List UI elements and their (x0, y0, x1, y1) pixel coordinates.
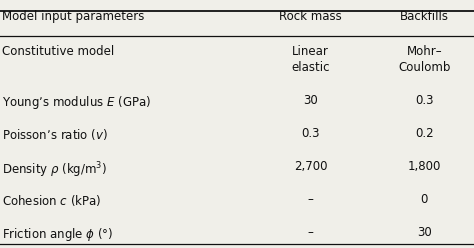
Text: 0.3: 0.3 (415, 94, 434, 107)
Text: Model input parameters: Model input parameters (2, 10, 145, 23)
Text: Poisson’s ratio ($\it{v}$): Poisson’s ratio ($\it{v}$) (2, 127, 109, 142)
Text: 0.3: 0.3 (301, 127, 320, 140)
Text: Mohr–
Coulomb: Mohr– Coulomb (398, 45, 450, 74)
Text: Constitutive model: Constitutive model (2, 45, 115, 58)
Text: Young’s modulus $\it{E}$ (GPa): Young’s modulus $\it{E}$ (GPa) (2, 94, 152, 111)
Text: 0.2: 0.2 (415, 127, 434, 140)
Text: Density $\rho$ (kg/m$^3$): Density $\rho$ (kg/m$^3$) (2, 160, 108, 180)
Text: Rock mass: Rock mass (279, 10, 342, 23)
Text: Backfills: Backfills (400, 10, 449, 23)
Text: –: – (308, 226, 313, 239)
Text: 30: 30 (417, 226, 432, 239)
Text: Linear
elastic: Linear elastic (291, 45, 330, 74)
Text: Cohesion $\it{c}$ (kPa): Cohesion $\it{c}$ (kPa) (2, 193, 102, 208)
Text: 2,700: 2,700 (294, 160, 327, 173)
Text: Friction angle $\phi$ (°): Friction angle $\phi$ (°) (2, 226, 114, 243)
Text: –: – (308, 193, 313, 206)
Text: 1,800: 1,800 (408, 160, 441, 173)
Text: 0: 0 (420, 193, 428, 206)
Text: 30: 30 (303, 94, 318, 107)
